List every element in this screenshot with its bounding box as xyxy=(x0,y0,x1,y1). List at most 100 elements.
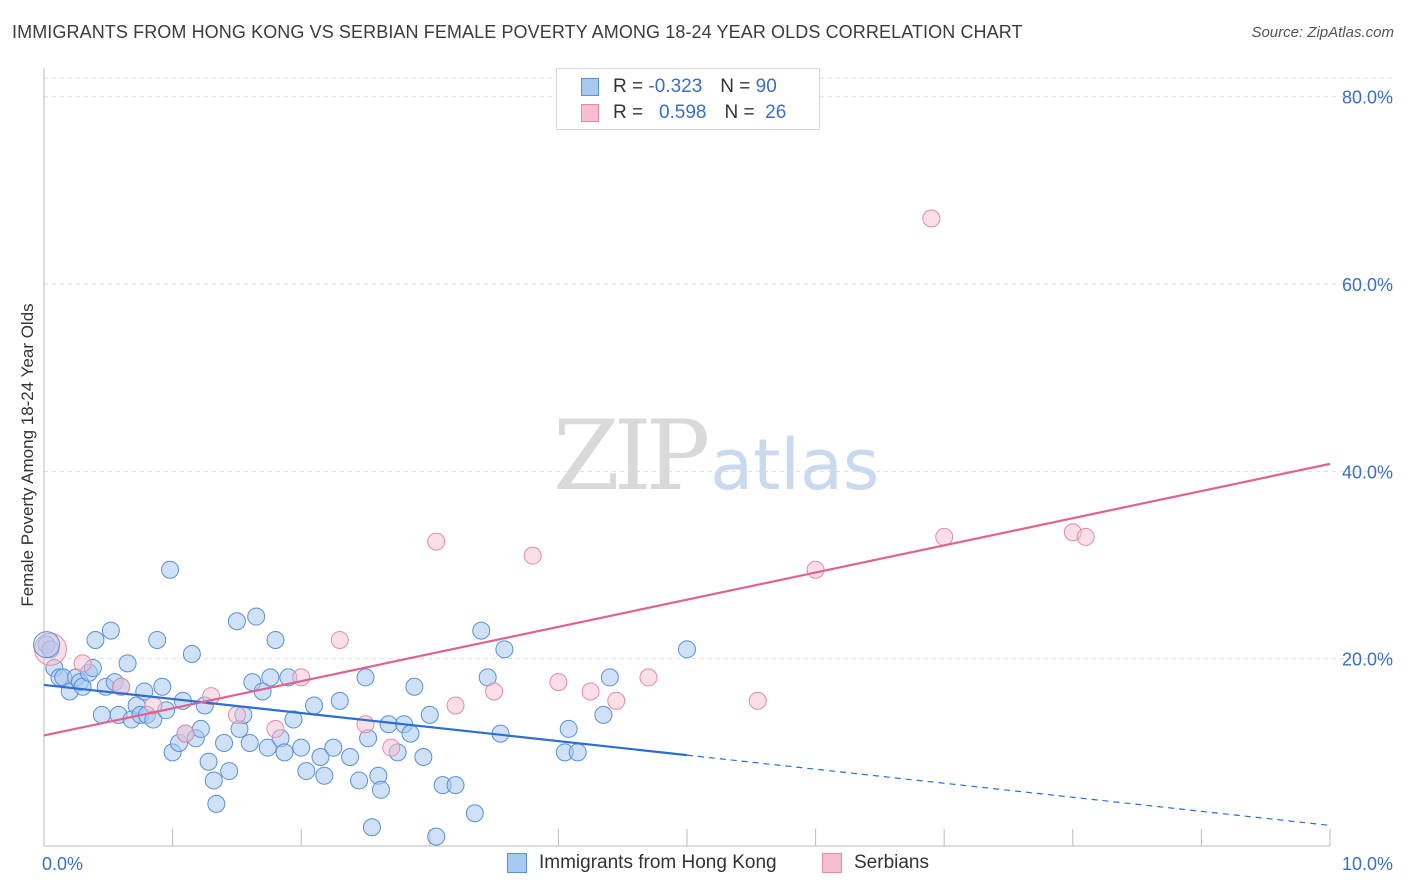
correlation-legend: R = -0.323 N = 90 R = 0.598 N = 26 xyxy=(556,68,820,130)
legend-n-label: N = xyxy=(724,102,755,123)
legend-r-label: R = xyxy=(613,102,644,123)
hong-kong-point xyxy=(258,738,277,757)
hong-kong-point xyxy=(405,677,424,696)
hong-kong-point xyxy=(227,612,246,631)
hong-kong-point xyxy=(330,691,349,710)
hong-kong-point xyxy=(568,743,587,762)
hong-kong-point xyxy=(465,804,484,823)
serbian-point xyxy=(330,630,349,649)
source-credit: Source: ZipAtlas.com xyxy=(1251,24,1394,41)
x-tick-label: 0.0% xyxy=(42,854,83,874)
hong-kong-point xyxy=(472,621,491,640)
hong-kong-point xyxy=(247,607,266,626)
hong-kong-point xyxy=(199,752,218,771)
y-tick-label: 80.0% xyxy=(1342,88,1393,108)
hong-kong-point xyxy=(153,677,172,696)
hong-kong-point xyxy=(362,818,381,837)
hong-kong-point xyxy=(305,696,324,715)
legend-label-serbians: Serbians xyxy=(854,852,929,873)
hong-kong-point xyxy=(161,560,180,579)
hong-kong-point xyxy=(341,748,360,767)
hong-kong-point xyxy=(356,668,375,687)
serbian-point xyxy=(485,682,504,701)
legend-swatch-serbians xyxy=(822,853,842,873)
legend-swatch-blue xyxy=(581,78,599,96)
legend-n-label: N = xyxy=(720,76,751,97)
hong-kong-point xyxy=(261,668,280,687)
hong-kong-point xyxy=(266,630,285,649)
hong-kong-point xyxy=(204,771,223,790)
legend-r-value: -0.323 xyxy=(648,76,703,97)
hong-kong-point xyxy=(292,738,311,757)
hong-kong-point xyxy=(559,719,578,738)
legend-row-serbians: R = 0.598 N = 26 xyxy=(581,100,786,126)
hong-kong-point xyxy=(92,705,111,724)
y-tick-label: 60.0% xyxy=(1342,275,1393,295)
serbian-point xyxy=(806,560,825,579)
serbian-point xyxy=(112,677,131,696)
hong-kong-point xyxy=(446,776,465,795)
serbian-point xyxy=(227,705,246,724)
legend-swatch-pink xyxy=(581,104,599,122)
serbian-point xyxy=(446,696,465,715)
chart-title: IMMIGRANTS FROM HONG KONG VS SERBIAN FEM… xyxy=(12,22,1023,42)
hong-kong-point xyxy=(86,630,105,649)
legend-swatch-hong-kong xyxy=(507,853,527,873)
hong-kong-point xyxy=(182,645,201,663)
hong-kong-point xyxy=(420,705,439,724)
serbian-point xyxy=(176,724,195,743)
hong-kong-point xyxy=(33,631,61,659)
y-tick-label: 20.0% xyxy=(1342,650,1393,670)
legend-n-value: 90 xyxy=(755,76,777,97)
hong-kong-point xyxy=(678,640,696,659)
hong-kong-point xyxy=(495,640,514,659)
hong-kong-point xyxy=(324,738,343,757)
serbian-point xyxy=(382,738,401,757)
hong-kong-point xyxy=(594,705,613,724)
hong-kong-point xyxy=(600,668,619,687)
serbian-point xyxy=(581,682,600,701)
legend-r-value: 0.598 xyxy=(658,102,707,123)
legend-r-label: R = xyxy=(613,76,644,97)
legend-item-hong-kong: Immigrants from Hong Kong xyxy=(507,852,777,874)
serbian-point xyxy=(1076,527,1095,546)
hong-kong-point xyxy=(220,762,239,781)
serbian-point xyxy=(523,546,542,565)
hong-kong-point xyxy=(207,794,226,813)
serbian-point xyxy=(73,654,92,673)
hong-kong-point xyxy=(414,748,433,767)
hong-kong-point xyxy=(371,780,390,799)
hong-kong-point xyxy=(297,762,316,781)
serbian-point xyxy=(427,532,446,551)
hong-kong-point xyxy=(315,766,334,785)
hong-kong-point xyxy=(191,719,210,738)
y-tick-label: 40.0% xyxy=(1342,462,1393,482)
serbian-point xyxy=(607,691,626,710)
legend-item-serbians: Serbians xyxy=(822,852,929,874)
legend-row-hong-kong: R = -0.323 N = 90 xyxy=(581,74,777,100)
series-legend: Immigrants from Hong Kong Serbians xyxy=(0,852,1406,878)
x-tick-label: 10.0% xyxy=(1342,854,1393,874)
hong-kong-point xyxy=(148,630,167,649)
hong-kong-point xyxy=(240,733,259,752)
hong-kong-point xyxy=(311,748,330,767)
hong-kong-point xyxy=(427,827,446,846)
legend-label-hong-kong: Immigrants from Hong Kong xyxy=(539,852,777,873)
serbian-point xyxy=(748,691,767,710)
serbian-point xyxy=(639,668,658,687)
hong-kong-trendline-extension xyxy=(686,754,1331,826)
hong-kong-point xyxy=(118,654,137,673)
serbian-point xyxy=(549,673,568,692)
hong-kong-point xyxy=(275,743,294,762)
hong-kong-point xyxy=(401,724,420,743)
legend-n-value: 26 xyxy=(765,102,787,123)
serbian-point xyxy=(935,527,954,546)
hong-kong-point xyxy=(350,771,369,790)
hong-kong-trendline xyxy=(43,683,688,757)
serbian-trendline xyxy=(43,462,1331,737)
serbian-point xyxy=(266,719,285,738)
hong-kong-point xyxy=(215,733,234,752)
serbian-point xyxy=(922,209,941,228)
hong-kong-point xyxy=(101,621,120,640)
